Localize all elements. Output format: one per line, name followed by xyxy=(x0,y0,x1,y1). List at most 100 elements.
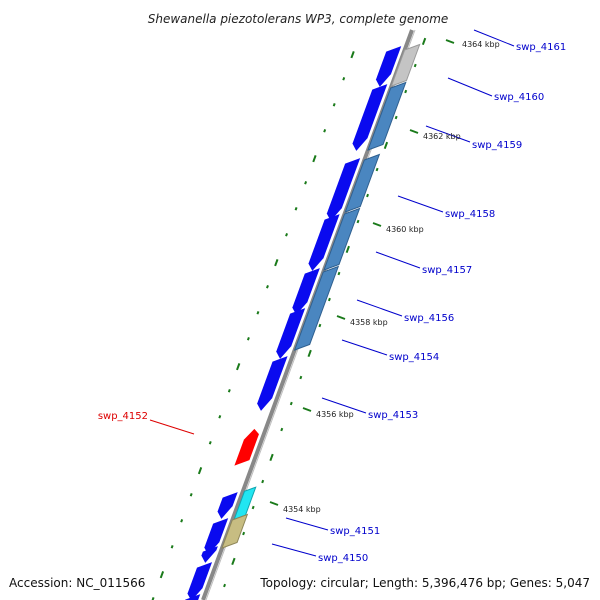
tick-mark xyxy=(421,37,427,46)
kbp-label: 4358 kbp xyxy=(350,318,388,327)
tick-mark xyxy=(280,427,284,432)
gene-label: swp_4159 xyxy=(472,140,522,151)
kbp-tick xyxy=(302,407,312,412)
cds-arrow-highlight xyxy=(234,428,259,466)
leader-line xyxy=(356,299,403,317)
kbp-label: 4356 kbp xyxy=(316,410,354,419)
leader-line xyxy=(397,195,444,213)
tick-mark xyxy=(394,115,398,120)
cds-arrow xyxy=(375,46,402,87)
feature-blue xyxy=(344,153,381,213)
cds-arrow xyxy=(185,594,201,600)
tick-mark xyxy=(323,128,327,133)
leader-line xyxy=(271,543,317,557)
tick-mark xyxy=(223,583,227,588)
kbp-tick xyxy=(336,315,346,320)
cds-arrow xyxy=(292,268,320,315)
gene-label: swp_4153 xyxy=(368,410,418,421)
leader-line xyxy=(341,339,388,356)
tick-mark xyxy=(356,219,360,224)
tick-mark xyxy=(261,479,265,484)
leader-line xyxy=(447,77,493,97)
tick-mark xyxy=(189,492,193,497)
cds-arrow xyxy=(257,356,288,411)
cds-arrow xyxy=(276,308,306,359)
kbp-labels: 4364 kbp 4362 kbp 4360 kbp 4358 kbp 4356 kbp… xyxy=(269,39,500,514)
tick-mark xyxy=(312,154,317,163)
tick-mark xyxy=(266,284,269,289)
tick-mark xyxy=(218,414,222,419)
leader-line xyxy=(375,251,421,269)
kbp-tick xyxy=(409,129,419,134)
kbp-label: 4362 kbp xyxy=(423,132,461,141)
kbp-label: 4364 kbp xyxy=(462,40,500,49)
cds-arrow xyxy=(352,84,388,151)
kbp-tick xyxy=(269,501,279,506)
tick-mark xyxy=(251,505,255,510)
cds-arrow xyxy=(217,492,238,519)
feature-khaki xyxy=(221,513,249,549)
tick-mark xyxy=(404,89,408,94)
tick-mark xyxy=(299,375,303,380)
tick-mark xyxy=(269,453,274,462)
tick-marks xyxy=(151,37,427,600)
gene-label: swp_4156 xyxy=(404,313,454,324)
tick-mark xyxy=(304,180,308,185)
tick-mark xyxy=(159,570,165,579)
kbp-label: 4360 kbp xyxy=(386,225,424,234)
tick-mark xyxy=(342,76,346,81)
tick-mark xyxy=(242,531,246,536)
label-leaders xyxy=(149,29,515,557)
tick-mark xyxy=(366,193,370,198)
tick-mark xyxy=(375,167,379,172)
cds-arrow xyxy=(187,562,213,600)
leader-line xyxy=(285,517,329,531)
tick-mark xyxy=(294,206,298,211)
gene-label: swp_4150 xyxy=(318,553,368,564)
tick-mark xyxy=(345,245,350,254)
tick-mark xyxy=(350,50,355,59)
cds-arrow xyxy=(326,158,361,221)
gene-label: swp_4151 xyxy=(330,526,380,537)
tick-mark xyxy=(318,323,322,328)
leader-line xyxy=(425,125,471,143)
tick-mark xyxy=(337,271,341,276)
features xyxy=(221,43,421,549)
feature-blue xyxy=(293,265,340,351)
tick-mark xyxy=(289,401,293,406)
tick-mark xyxy=(307,349,312,358)
tick-mark xyxy=(383,141,389,150)
gene-label: swp_4161 xyxy=(516,42,566,53)
tick-mark xyxy=(256,310,260,315)
leader-line xyxy=(149,419,195,435)
cds-arrow xyxy=(204,518,229,555)
tick-mark xyxy=(208,440,212,445)
tick-mark xyxy=(180,518,184,523)
cds-arrows xyxy=(185,46,402,600)
gene-label: swp_4158 xyxy=(445,209,495,220)
tick-mark xyxy=(413,63,417,68)
topology-text: Topology: circular; Length: 5,396,476 bp… xyxy=(259,576,590,590)
leader-line xyxy=(473,29,515,47)
feature-blue xyxy=(323,207,361,271)
tick-mark xyxy=(227,388,231,393)
map-title: Shewanella piezotolerans WP3, complete g… xyxy=(148,12,449,26)
kbp-label: 4354 kbp xyxy=(283,505,321,514)
tick-mark xyxy=(327,297,331,302)
cds-arrow xyxy=(201,546,218,563)
gene-label: swp_4154 xyxy=(389,352,439,363)
tick-mark xyxy=(246,336,250,341)
cds-arrow xyxy=(308,214,340,271)
gene-label: swp_4157 xyxy=(422,265,472,276)
tick-mark xyxy=(231,557,236,566)
tick-mark xyxy=(236,362,241,371)
gene-label: swp_4160 xyxy=(494,92,544,103)
feature-blue xyxy=(367,81,407,151)
tick-mark xyxy=(285,232,288,237)
leader-line xyxy=(321,397,367,414)
kbp-tick xyxy=(445,39,455,44)
gene-labels: swp_4161 swp_4160 swp_4159 swp_4158 swp_4157… xyxy=(98,42,566,564)
accession-text: Accession: NC_011566 xyxy=(9,576,145,590)
tick-mark xyxy=(332,102,336,107)
